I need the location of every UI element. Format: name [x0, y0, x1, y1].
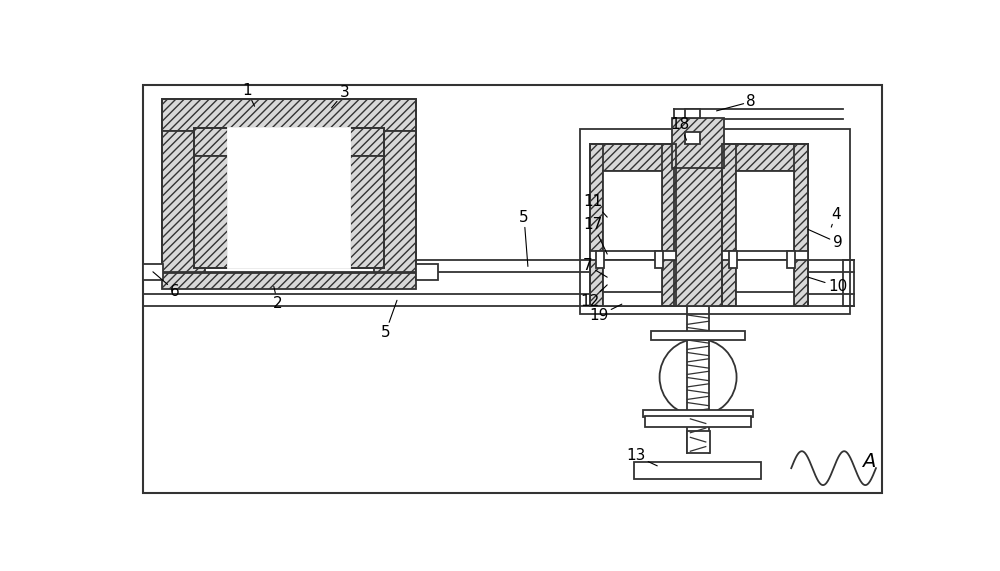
Bar — [590, 251, 676, 260]
Bar — [687, 431, 710, 453]
Bar — [722, 144, 808, 305]
Text: 17: 17 — [584, 218, 607, 254]
Bar — [416, 264, 438, 279]
Bar — [787, 251, 795, 268]
Bar — [736, 292, 794, 305]
Bar — [674, 144, 722, 305]
Bar — [162, 99, 416, 131]
Bar — [643, 409, 753, 417]
Bar — [736, 171, 794, 258]
Bar — [722, 144, 736, 305]
Text: 10: 10 — [808, 277, 847, 294]
Bar — [350, 156, 384, 268]
Bar — [722, 144, 808, 171]
Bar — [603, 260, 662, 294]
Text: 8: 8 — [717, 94, 756, 111]
Bar — [685, 132, 700, 144]
Bar — [162, 99, 416, 274]
Bar — [672, 118, 724, 168]
Bar — [634, 462, 761, 479]
Bar — [722, 144, 808, 305]
Bar — [162, 272, 416, 289]
Bar — [662, 144, 676, 305]
Text: 1: 1 — [242, 83, 255, 106]
Bar — [596, 251, 604, 268]
Bar — [162, 131, 205, 274]
Text: 7: 7 — [583, 258, 607, 277]
Text: 9: 9 — [808, 230, 842, 250]
Text: 11: 11 — [584, 194, 607, 217]
Bar — [194, 128, 384, 268]
Bar — [143, 264, 163, 279]
Bar — [729, 251, 737, 268]
Text: 13: 13 — [626, 448, 657, 466]
Text: A: A — [862, 452, 875, 472]
Bar — [590, 144, 603, 305]
Bar — [580, 130, 850, 314]
Text: 5: 5 — [381, 300, 397, 340]
Bar — [374, 131, 416, 274]
Text: 6: 6 — [153, 272, 180, 299]
Bar — [590, 144, 676, 305]
Bar — [651, 331, 745, 340]
Bar — [603, 171, 662, 258]
Text: 3: 3 — [332, 85, 350, 108]
Bar — [794, 144, 808, 305]
Text: 18: 18 — [671, 117, 690, 140]
Text: 2: 2 — [273, 287, 282, 311]
Bar — [685, 108, 700, 118]
Text: 19: 19 — [589, 304, 622, 323]
Bar — [590, 144, 676, 305]
Bar — [736, 260, 794, 294]
Bar — [194, 156, 228, 268]
Bar — [603, 292, 662, 305]
Bar — [228, 128, 350, 268]
Bar — [194, 128, 384, 156]
Text: 5: 5 — [519, 210, 529, 267]
Text: 4: 4 — [831, 207, 841, 227]
Bar — [645, 416, 751, 427]
Bar — [590, 144, 676, 171]
Bar — [722, 251, 808, 260]
Text: 12: 12 — [580, 285, 607, 309]
Bar — [655, 251, 663, 268]
